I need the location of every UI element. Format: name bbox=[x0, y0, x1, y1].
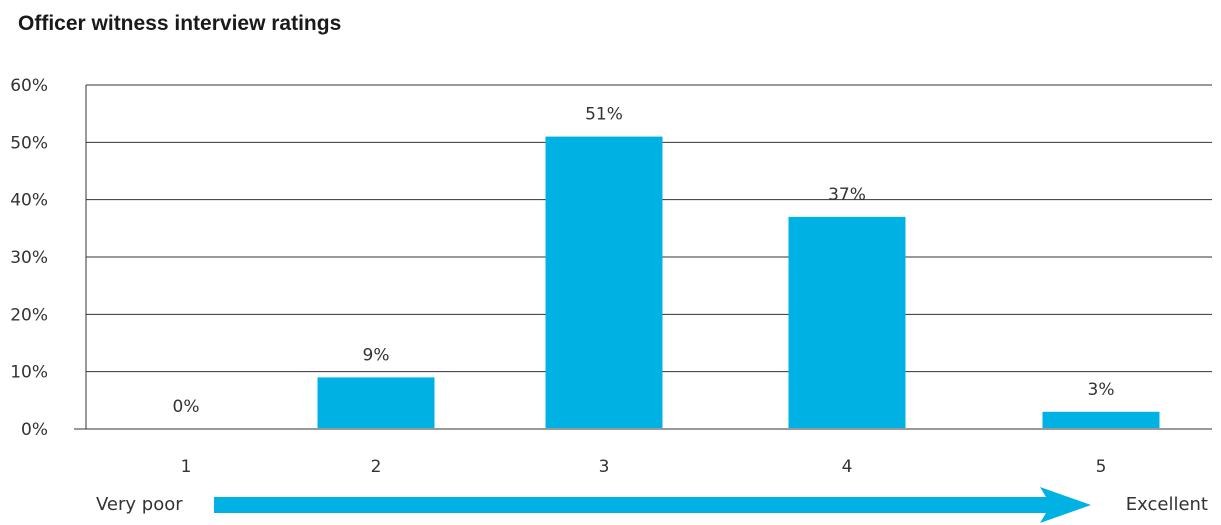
y-tick-label: 30% bbox=[10, 248, 48, 268]
x-category-label: 3 bbox=[599, 457, 610, 477]
bar bbox=[545, 136, 663, 428]
y-tick-label: 20% bbox=[10, 305, 48, 325]
y-tick-label: 50% bbox=[10, 133, 48, 153]
data-label: 0% bbox=[173, 397, 200, 417]
bar bbox=[788, 216, 906, 428]
x-category-label: 2 bbox=[371, 457, 382, 477]
y-tick-label: 60% bbox=[10, 76, 48, 96]
data-label: 51% bbox=[585, 105, 623, 125]
scale-arrow bbox=[214, 487, 1091, 523]
bar bbox=[317, 377, 435, 428]
x-axis-categories: 1 2 3 4 5 bbox=[181, 457, 1107, 477]
y-axis-ticks: 0% 10% 20% 30% 40% 50% 60% bbox=[10, 76, 48, 440]
scale-high-label: Excellent bbox=[1126, 494, 1208, 515]
scale-low-label: Very poor bbox=[96, 494, 183, 515]
rating-scale: Very poor Excellent bbox=[96, 487, 1208, 523]
data-label: 3% bbox=[1088, 380, 1115, 400]
data-label: 37% bbox=[828, 185, 866, 205]
y-tick-label: 40% bbox=[10, 191, 48, 211]
y-tick-label: 10% bbox=[10, 363, 48, 383]
bars bbox=[317, 136, 1160, 428]
x-category-label: 1 bbox=[181, 457, 192, 477]
chart-title: Officer witness interview ratings bbox=[18, 12, 342, 35]
data-label: 9% bbox=[363, 345, 390, 365]
y-tick-label: 0% bbox=[21, 420, 48, 440]
x-category-label: 4 bbox=[842, 457, 853, 477]
x-category-label: 5 bbox=[1096, 457, 1107, 477]
bar bbox=[1042, 411, 1160, 428]
data-labels: 0% 9% 51% 37% 3% bbox=[173, 105, 1115, 417]
